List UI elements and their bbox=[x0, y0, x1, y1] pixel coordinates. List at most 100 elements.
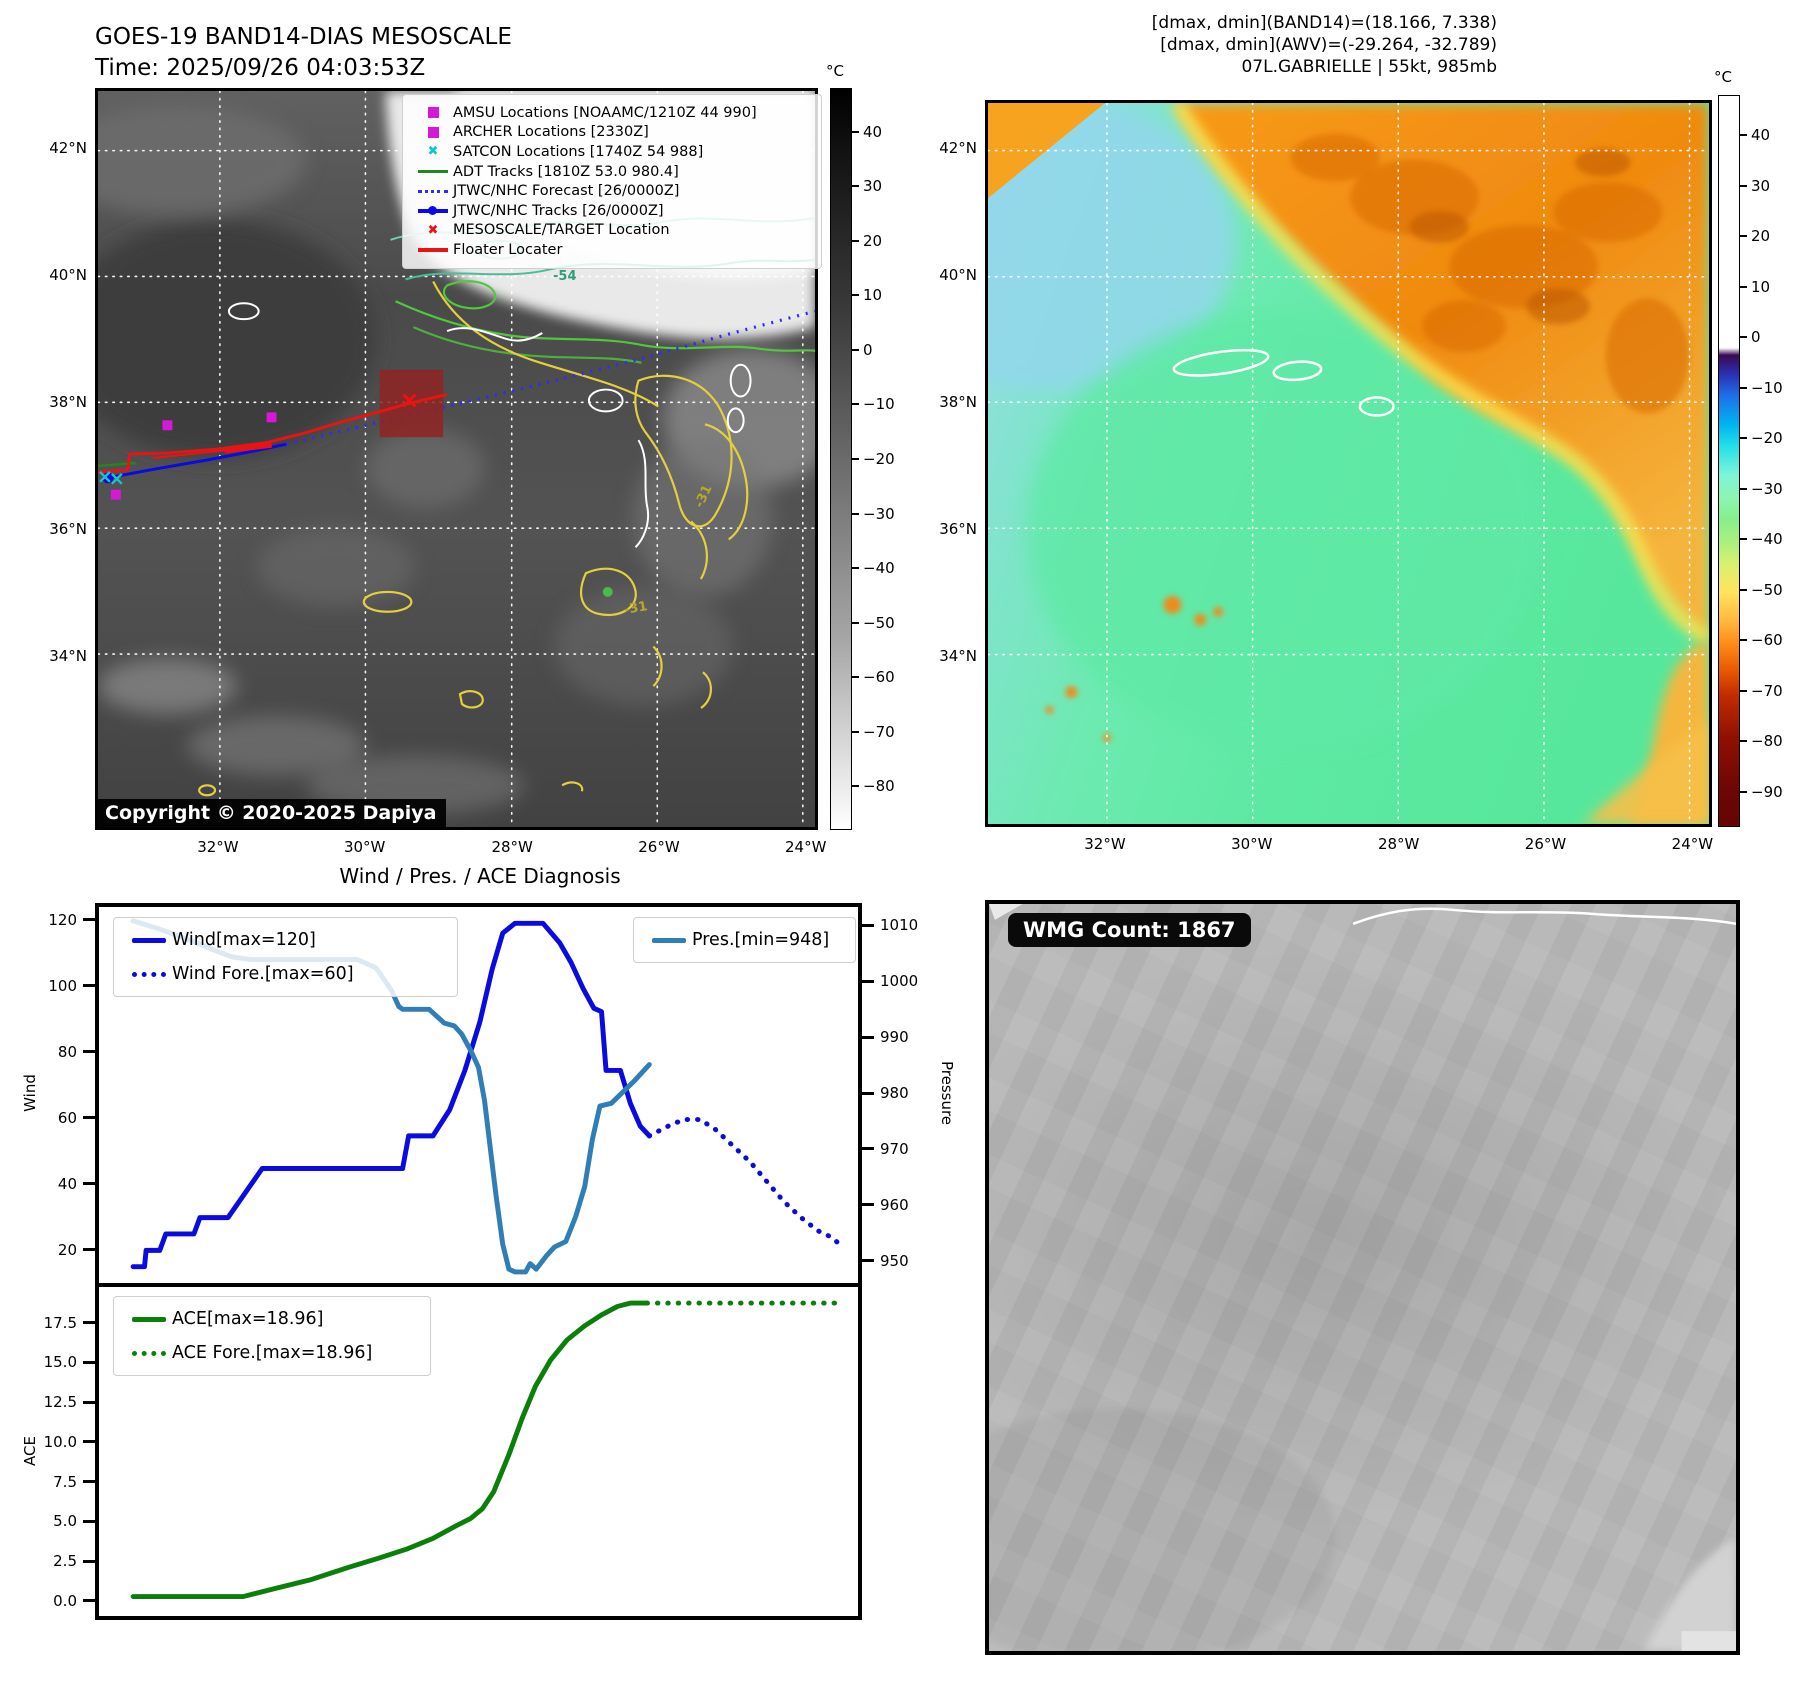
awv-map-graphic bbox=[988, 103, 1709, 824]
awv-ytick: 38°N bbox=[939, 392, 977, 411]
awv-cb-ticklabel: −90 bbox=[1751, 782, 1783, 801]
floater-track-secondary bbox=[152, 449, 230, 459]
awv-cb-tickmark bbox=[1740, 790, 1747, 793]
ir-ytick: 38°N bbox=[49, 392, 87, 411]
ir-panel-title: GOES-19 BAND14-DIAS MESOSCALE bbox=[95, 24, 512, 50]
wmg-panel-graphic bbox=[989, 904, 1736, 1651]
series-wind-fore-max-60- bbox=[646, 1117, 846, 1250]
awv-cb-tickmark bbox=[1740, 336, 1747, 339]
awv-cb-tickmark bbox=[1740, 538, 1747, 541]
ir-xtick: 26°W bbox=[638, 838, 680, 856]
ir-legend-label: ADT Tracks [1810Z 53.0 980.4] bbox=[453, 163, 679, 180]
ir-cb-tickmark bbox=[852, 239, 859, 242]
awv-xtick: 30°W bbox=[1231, 835, 1273, 853]
cross-marker-icon: ✖ bbox=[427, 144, 439, 160]
ir-ytick: 42°N bbox=[49, 139, 87, 158]
awv-cb-tickmark bbox=[1740, 386, 1747, 389]
ir-legend-row: AMSU Locations [NOAAMC/1210Z 44 990] bbox=[413, 103, 811, 123]
ir-legend-row: ✖ SATCON Locations [1740Z 54 988] bbox=[413, 142, 811, 162]
awv-cb-ticklabel: 30 bbox=[1751, 176, 1771, 195]
ir-cb-ticklabel: 30 bbox=[863, 177, 883, 196]
ir-legend-row: ADT Tracks [1810Z 53.0 980.4] bbox=[413, 162, 811, 182]
ace-fore-legend-label: ACE Fore.[max=18.96] bbox=[172, 1343, 373, 1363]
awv-colorbar-unit: °C bbox=[1714, 68, 1732, 86]
ir-legend-row: ARCHER Locations [2330Z] bbox=[413, 123, 811, 143]
ir-cb-ticklabel: −20 bbox=[863, 450, 895, 468]
ace-tickmark bbox=[83, 1440, 95, 1444]
ir-panel-time: Time: 2025/09/26 04:03:53Z bbox=[95, 55, 426, 81]
ace-ticklabel: 10.0 bbox=[43, 1432, 77, 1451]
awv-cb-ticklabel: −20 bbox=[1751, 429, 1783, 448]
pressure-ticklabel: 960 bbox=[880, 1195, 909, 1214]
wind-ticklabel: 60 bbox=[57, 1108, 77, 1127]
awv-cb-ticklabel: −10 bbox=[1751, 378, 1783, 397]
amsu-archer-markers bbox=[110, 412, 277, 500]
awv-cb-ticklabel: 10 bbox=[1751, 277, 1771, 296]
awv-cb-ticklabel: −50 bbox=[1751, 580, 1783, 599]
ace-tickmark bbox=[83, 1480, 95, 1484]
wind-tickmark bbox=[83, 1050, 95, 1054]
pressure-line-swatch bbox=[646, 937, 692, 943]
ir-xtick: 24°W bbox=[784, 838, 827, 856]
ace-legend-label: ACE[max=18.96] bbox=[172, 1309, 324, 1329]
ace-tickmark bbox=[83, 1400, 95, 1404]
pressure-tickmark bbox=[862, 1035, 874, 1039]
ir-cb-ticklabel: −30 bbox=[863, 504, 895, 523]
square-marker-icon bbox=[413, 107, 453, 119]
ace-fore-dotted-swatch bbox=[126, 1350, 172, 1356]
ace-ticklabel: 2.5 bbox=[53, 1552, 77, 1571]
ace-ticklabel: 5.0 bbox=[53, 1512, 77, 1531]
awv-header-band14: [dmax, dmin](BAND14)=(18.166, 7.338) bbox=[1151, 13, 1497, 33]
awv-water-vapor-map bbox=[985, 100, 1712, 827]
awv-cb-ticklabel: −40 bbox=[1751, 530, 1783, 549]
wind-ticklabel: 40 bbox=[57, 1174, 77, 1193]
ace-tickmark bbox=[83, 1321, 95, 1325]
pressure-legend: Pres.[min=948] bbox=[633, 917, 856, 963]
ir-colorbar-unit: °C bbox=[826, 62, 844, 80]
pressure-ticklabel: 990 bbox=[880, 1028, 909, 1047]
jtwc-track-line bbox=[107, 442, 287, 480]
ace-tickmark bbox=[83, 1559, 95, 1563]
jtwc-forecast-dotted-line bbox=[286, 309, 815, 446]
ir-ytick: 36°N bbox=[49, 519, 87, 538]
ace-plot bbox=[130, 1300, 846, 1600]
wmg-count-badge: WMG Count: 1867 bbox=[1008, 913, 1251, 947]
awv-ytick: 36°N bbox=[939, 519, 977, 538]
awv-cb-tickmark bbox=[1740, 285, 1747, 288]
series-wind-max-120- bbox=[130, 920, 652, 1270]
awv-gridlines bbox=[988, 103, 1709, 824]
awv-cb-tickmark bbox=[1740, 740, 1747, 743]
ir-cb-tickmark bbox=[852, 676, 859, 679]
awv-header-awv: [dmax, dmin](AWV)=(-29.264, -32.789) bbox=[1160, 35, 1497, 55]
ir-cb-ticklabel: −10 bbox=[863, 395, 895, 414]
ir-cb-ticklabel: −50 bbox=[863, 613, 895, 632]
pressure-tickmark bbox=[862, 1259, 874, 1263]
pressure-ticklabel: 970 bbox=[880, 1139, 909, 1158]
wmg-microwave-panel bbox=[985, 900, 1740, 1655]
diagnosis-title: Wind / Pres. / ACE Diagnosis bbox=[339, 864, 621, 888]
wind-tickmark bbox=[83, 1182, 95, 1186]
ir-cb-tickmark bbox=[852, 730, 859, 733]
contour-value-label: -54 bbox=[553, 269, 577, 284]
wind-line-swatch bbox=[126, 937, 172, 943]
ir-cb-tickmark bbox=[852, 785, 859, 788]
ir-cb-ticklabel: 20 bbox=[863, 231, 883, 250]
wind-fore-dotted-swatch bbox=[126, 971, 172, 977]
line-dot-marker-icon bbox=[413, 206, 453, 216]
series-ace-max-18-96- bbox=[130, 1300, 650, 1600]
awv-xtick: 26°W bbox=[1524, 835, 1567, 853]
awv-dry-texture bbox=[1290, 133, 1690, 414]
ir-gridlines bbox=[98, 91, 815, 827]
ir-cb-tickmark bbox=[852, 458, 859, 460]
ace-ticklabel: 12.5 bbox=[43, 1393, 77, 1412]
ir-legend-label: AMSU Locations [NOAAMC/1210Z 44 990] bbox=[453, 104, 757, 121]
ir-map-legend: AMSU Locations [NOAAMC/1210Z 44 990] ARCH… bbox=[402, 94, 822, 269]
contour-value-label: -31 bbox=[691, 482, 716, 511]
awv-cb-ticklabel: 0 bbox=[1751, 328, 1761, 347]
ace-ticklabel: 17.5 bbox=[43, 1313, 77, 1332]
awv-cb-ticklabel: −30 bbox=[1751, 479, 1783, 498]
wind-axis-label: Wind bbox=[21, 1074, 39, 1112]
satcon-x-markers bbox=[99, 471, 123, 485]
ace-ticklabel: 0.0 bbox=[53, 1591, 77, 1610]
